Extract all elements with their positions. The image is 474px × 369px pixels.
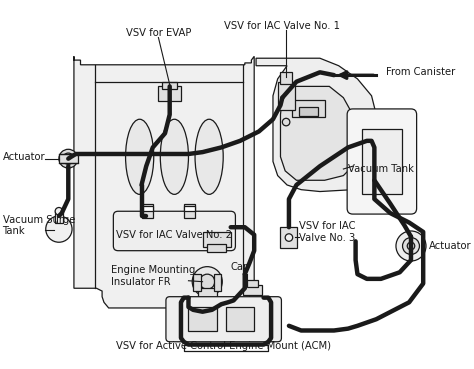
Bar [59,154,78,163]
Bar [243,286,262,295]
Text: VSV for EVAP: VSV for EVAP [126,28,191,38]
Circle shape [283,118,290,126]
Bar [281,227,297,248]
Text: Vacuum Surge
Tank: Vacuum Surge Tank [2,214,75,236]
Bar [281,72,292,83]
Polygon shape [256,58,376,192]
Polygon shape [281,86,353,180]
Bar [162,82,177,89]
Bar [158,86,181,101]
Text: Engine Mounting
Insulator FR: Engine Mounting Insulator FR [111,265,196,287]
Circle shape [285,234,292,241]
Bar [226,307,254,331]
Text: VSV for IAC Valve No. 2: VSV for IAC Valve No. 2 [117,230,232,240]
FancyBboxPatch shape [166,297,282,342]
Text: VSV for IAC
Valve No. 3: VSV for IAC Valve No. 3 [299,221,356,243]
Bar [207,244,226,252]
Ellipse shape [195,119,223,194]
Bar [362,129,401,194]
Text: From Canister: From Canister [386,67,455,77]
Text: Vacuum Tank: Vacuum Tank [348,164,414,174]
Bar [214,274,221,291]
Circle shape [407,242,415,250]
Bar [278,82,294,110]
Bar [299,107,318,117]
Bar [193,274,201,291]
Circle shape [55,207,63,215]
Bar [184,206,195,211]
Circle shape [63,153,74,164]
Bar [142,206,153,211]
Circle shape [59,149,78,168]
Circle shape [200,274,215,289]
Circle shape [402,238,419,255]
Circle shape [396,231,426,261]
Text: VSV for Active Control Engine Mount (ACM): VSV for Active Control Engine Mount (ACM… [116,341,331,351]
FancyBboxPatch shape [113,211,236,251]
FancyBboxPatch shape [347,109,417,214]
Circle shape [46,216,72,242]
Polygon shape [74,56,254,308]
Circle shape [192,267,222,297]
Bar [189,307,217,331]
Text: Cap: Cap [230,262,250,272]
Bar [202,232,231,247]
Text: VSV for IAC Valve No. 1: VSV for IAC Valve No. 1 [224,21,340,31]
Bar [292,100,325,117]
Bar [246,280,258,287]
Bar [55,211,63,223]
Text: Actuator: Actuator [2,152,45,162]
Ellipse shape [160,119,189,194]
Bar [142,204,153,218]
Ellipse shape [126,119,154,194]
Bar [184,204,195,218]
Bar [198,288,217,300]
Text: Actuator: Actuator [429,241,472,251]
